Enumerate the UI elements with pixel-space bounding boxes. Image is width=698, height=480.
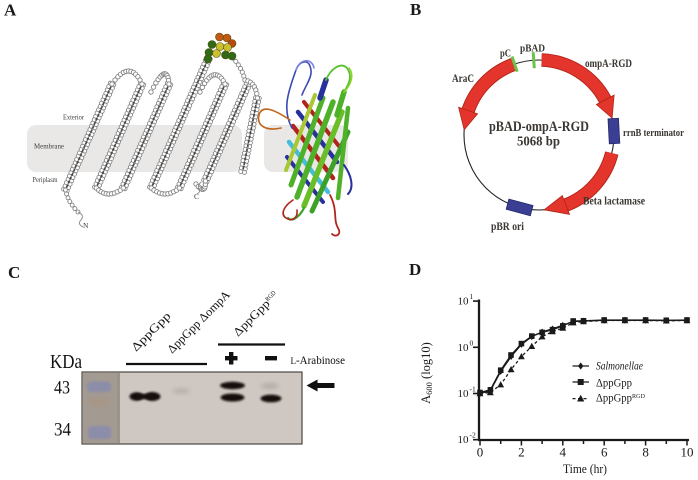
svg-text:A: A <box>4 1 17 20</box>
svg-text:N: N <box>83 221 89 230</box>
svg-text:KDa: KDa <box>50 351 82 373</box>
svg-text:B: B <box>410 0 421 19</box>
svg-text:Salmonellae: Salmonellae <box>596 361 643 373</box>
svg-text:Membrane: Membrane <box>34 142 65 151</box>
svg-text:-1: -1 <box>470 385 476 394</box>
svg-text:10: 10 <box>681 445 694 460</box>
svg-text:10: 10 <box>458 388 470 400</box>
svg-text:5068 bp: 5068 bp <box>517 135 560 150</box>
svg-text:43: 43 <box>54 378 70 399</box>
svg-text:1: 1 <box>470 292 474 301</box>
svg-text:rrnB terminator: rrnB terminator <box>623 127 684 139</box>
svg-text:ompA-RGD: ompA-RGD <box>585 58 632 70</box>
svg-text:L-Arabinose: L-Arabinose <box>291 355 346 367</box>
svg-text:AraC: AraC <box>452 71 474 85</box>
svg-text:2: 2 <box>518 445 525 460</box>
svg-text:8: 8 <box>642 445 649 460</box>
svg-text:pBAD-ompA-RGD: pBAD-ompA-RGD <box>489 119 589 135</box>
svg-text:pBR ori: pBR ori <box>491 219 525 233</box>
svg-text:0: 0 <box>470 338 474 347</box>
svg-text:D: D <box>409 260 421 279</box>
svg-text:10: 10 <box>458 296 470 308</box>
svg-text:Beta lactamase: Beta lactamase <box>583 194 646 208</box>
svg-text:6: 6 <box>601 445 608 460</box>
svg-text:34: 34 <box>54 420 71 441</box>
svg-text:-2: -2 <box>470 431 476 440</box>
svg-text:pC: pC <box>500 48 511 60</box>
svg-text:pBAD: pBAD <box>520 43 545 55</box>
svg-text:ΔppGppRGD: ΔppGppRGD <box>596 391 645 405</box>
svg-text:C: C <box>8 263 20 282</box>
svg-text:Time (hr): Time (hr) <box>563 461 607 476</box>
svg-text:ΔppGpp: ΔppGpp <box>596 376 632 390</box>
svg-text:10: 10 <box>458 342 470 354</box>
svg-text:0: 0 <box>477 445 484 460</box>
svg-text:10: 10 <box>458 434 470 446</box>
svg-text:Periplasm: Periplasm <box>33 175 58 184</box>
svg-text:C: C <box>194 192 199 201</box>
svg-text:Exterior: Exterior <box>63 113 84 122</box>
svg-text:4: 4 <box>560 445 567 460</box>
